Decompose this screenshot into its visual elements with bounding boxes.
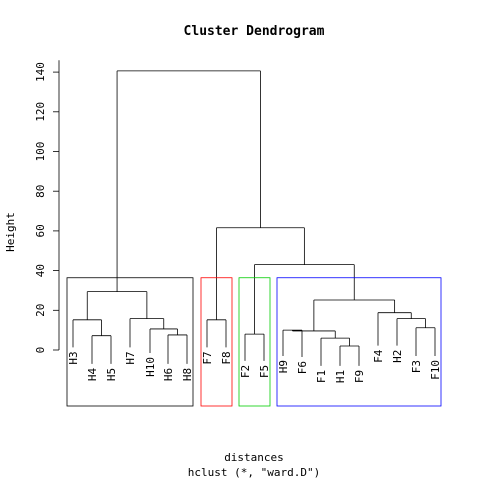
subtitle-method: hclust (*, "ward.D")	[188, 466, 320, 479]
x-axis-label: distances	[224, 451, 284, 464]
leaf-label: F1	[315, 370, 328, 383]
chart-title: Cluster Dendrogram	[184, 24, 325, 39]
leaf-label: F9	[353, 370, 366, 383]
leaf-label: F7	[201, 351, 214, 364]
leaf-label: H2	[391, 350, 404, 363]
leaf-label: F5	[258, 365, 271, 378]
y-tick-label: 140	[34, 62, 47, 82]
y-tick-label: 20	[34, 304, 47, 317]
cluster-rect-3	[238, 277, 271, 407]
leaf-label: F6	[296, 361, 309, 374]
dendrogram-tree	[72, 70, 436, 366]
leaf-label: F2	[239, 365, 252, 378]
leaf-label: H1	[334, 370, 347, 383]
y-tick-label: 100	[34, 142, 47, 162]
leaf-label: F4	[372, 349, 385, 363]
leaf-label: H9	[277, 360, 290, 373]
leaf-label: F10	[429, 360, 442, 380]
y-tick-label: 80	[34, 185, 47, 198]
y-axis-label: Height	[4, 212, 17, 252]
y-tick-label: 0	[34, 347, 47, 354]
y-axis: 0 20 40 60 80 100 120 140	[34, 60, 60, 354]
leaf-label: H4	[86, 368, 99, 382]
leaf-label: H3	[67, 351, 80, 364]
leaf-label: H6	[162, 368, 175, 381]
y-tick-label: 60	[34, 224, 47, 237]
cluster-rectangles	[66, 277, 442, 407]
leaf-label: H10	[144, 357, 157, 377]
cluster-rect-2	[200, 277, 233, 407]
y-tick-label: 40	[34, 264, 47, 277]
leaf-label: H7	[124, 351, 137, 364]
leaf-label: H8	[181, 368, 194, 381]
cluster-rect-1	[66, 277, 194, 407]
leaf-label: F8	[220, 351, 233, 364]
leaf-labels: H3 H4 H5 H7 H10 H6 H8 F7 F8 F2 F5 H9 F6 F1 H1 F9 F4 H2 F3 F…	[67, 349, 442, 383]
y-tick-label: 120	[34, 102, 47, 122]
cluster-rect-4	[276, 277, 442, 407]
leaf-label: H5	[105, 368, 118, 381]
leaf-label: F3	[410, 360, 423, 373]
